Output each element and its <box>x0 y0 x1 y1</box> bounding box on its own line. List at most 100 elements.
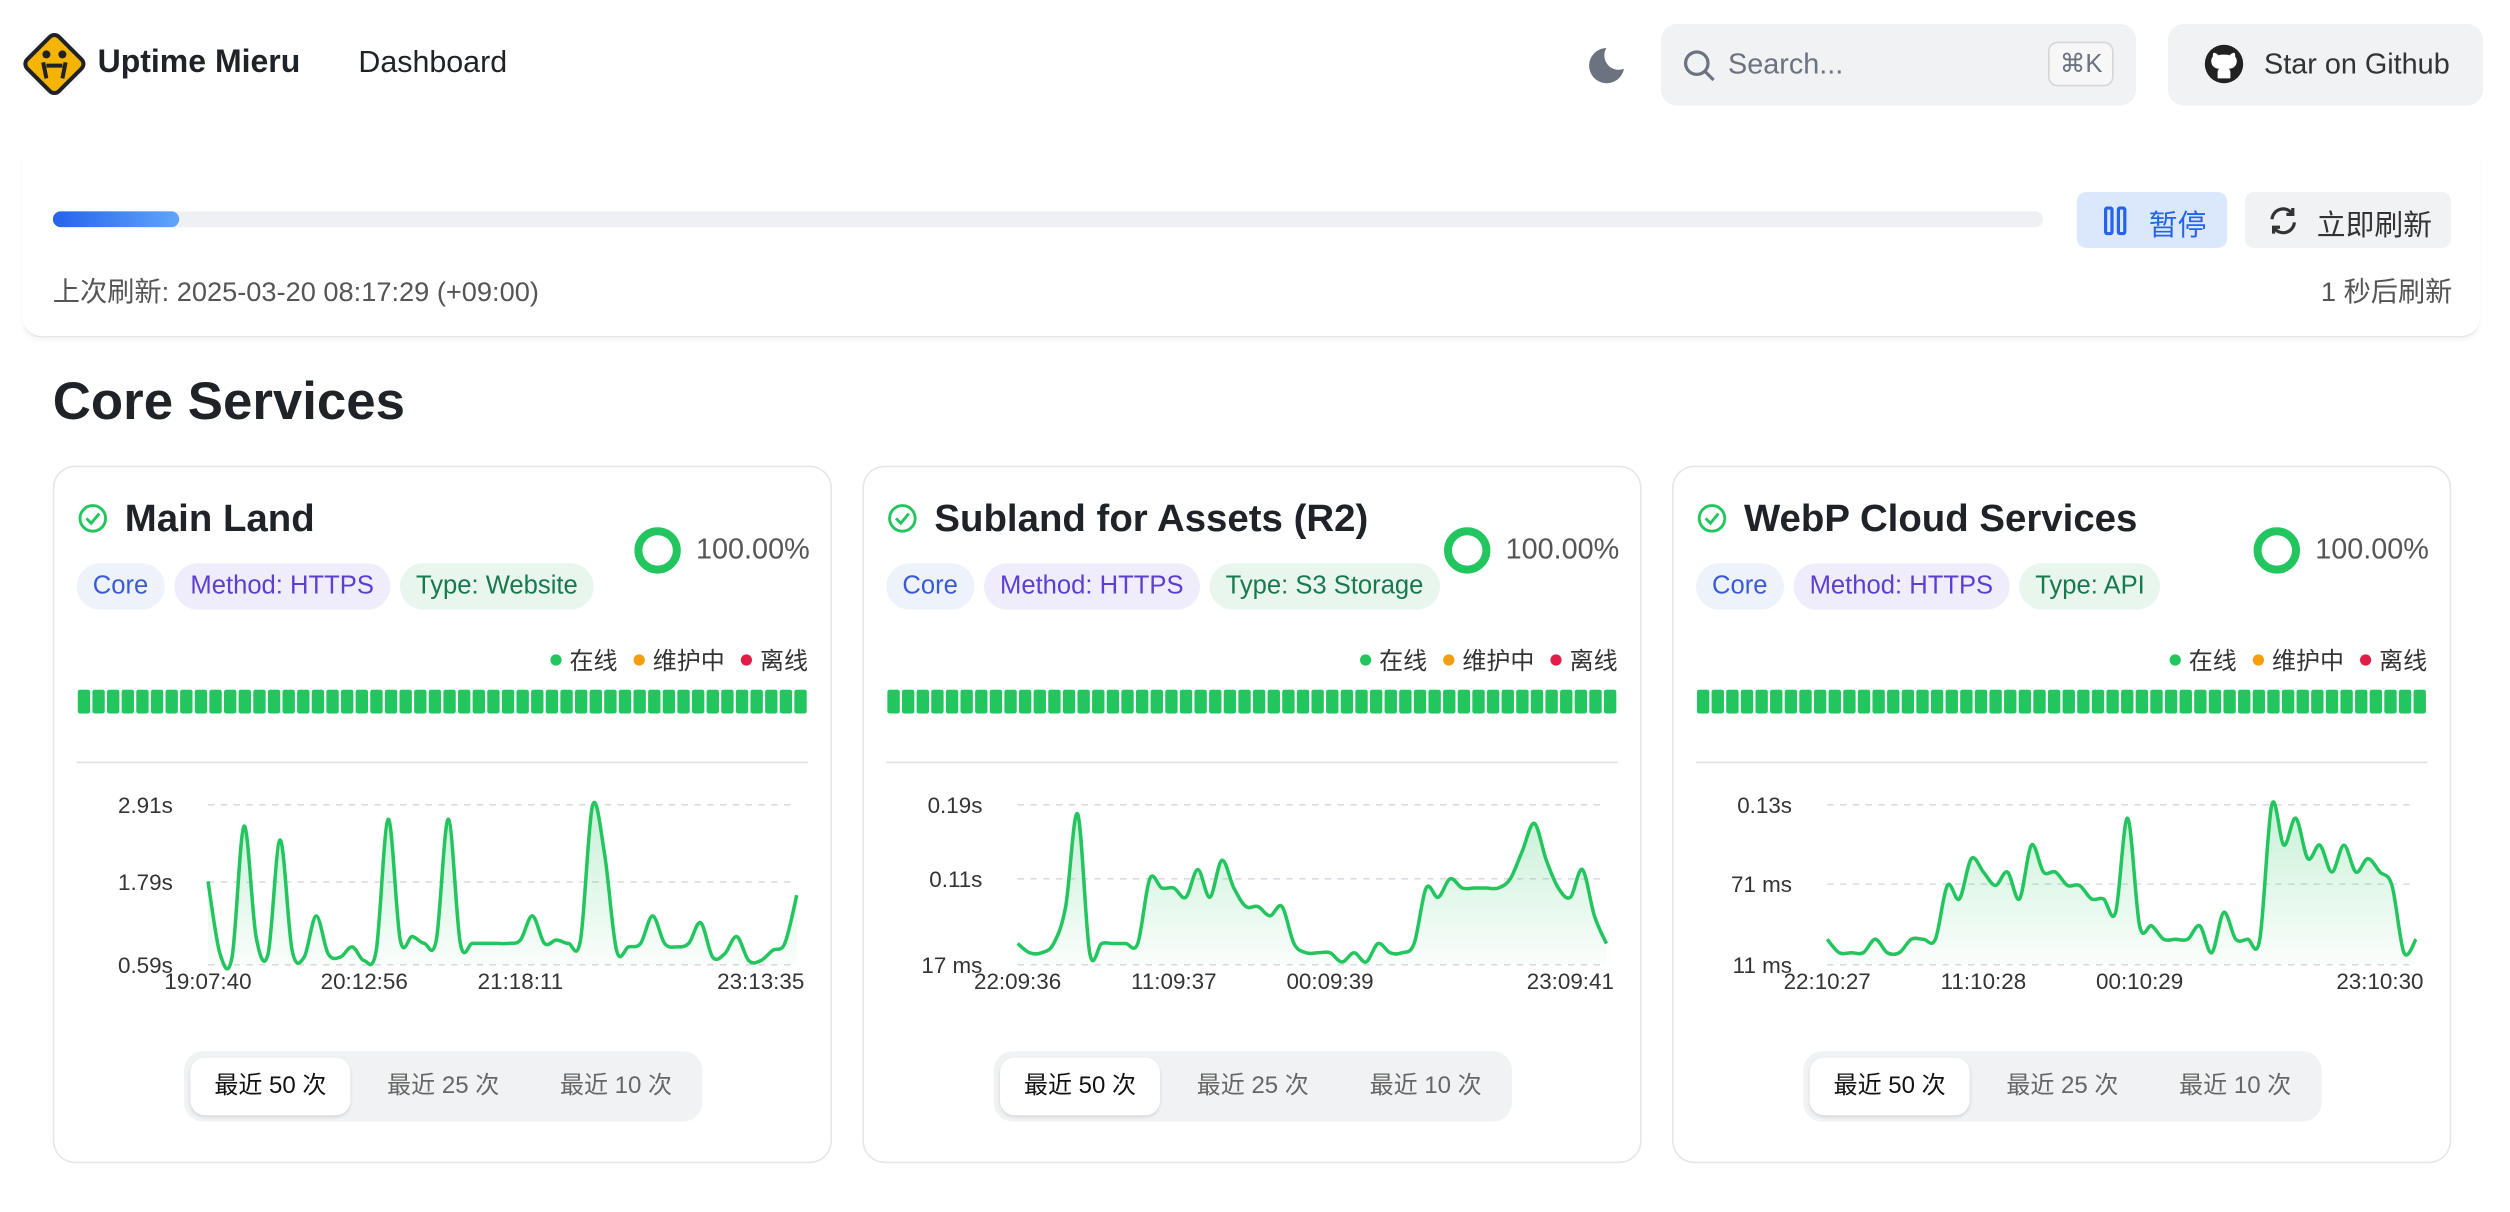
status-block <box>2413 689 2426 714</box>
status-block <box>1399 689 1412 714</box>
logo[interactable] <box>19 29 89 99</box>
status-block <box>1755 689 1768 714</box>
status-block <box>2018 689 2032 714</box>
status-block <box>1413 689 1427 714</box>
status-block <box>384 689 398 714</box>
status-block <box>1711 689 1724 714</box>
nav-link[interactable]: Dashboard <box>358 46 508 80</box>
status-block <box>1165 689 1178 714</box>
status-block <box>2179 689 2192 714</box>
icon-ring <box>78 504 108 533</box>
status-block <box>2369 689 2383 714</box>
range-tab[interactable]: 最近 50 次 <box>190 1057 351 1116</box>
legend-label: 维护中 <box>2271 648 2344 676</box>
status-block <box>691 689 705 714</box>
status-strip <box>887 689 1617 714</box>
status-block <box>1589 689 1602 714</box>
legend-item: 在线 <box>1359 643 1427 677</box>
status-block <box>501 689 515 714</box>
status-block <box>2267 689 2280 714</box>
status-block <box>2398 689 2412 714</box>
uptime-ring <box>1444 527 1491 574</box>
status-block <box>2281 689 2295 714</box>
tag: Method: HTTPS <box>984 563 1200 610</box>
status-block <box>1428 689 1441 714</box>
status-block <box>2004 689 2017 714</box>
status-block <box>960 689 973 714</box>
status-block <box>1916 689 1929 714</box>
status-block <box>414 689 427 714</box>
status-block <box>194 689 208 714</box>
uptime: 100.00% <box>1505 532 1620 565</box>
status-block <box>2238 689 2251 714</box>
github-label: Star on Github <box>2264 48 2450 80</box>
status-block <box>589 689 602 714</box>
status-block <box>574 689 588 714</box>
range-tab[interactable]: 最近 10 次 <box>1369 1072 1482 1100</box>
status-block <box>1799 689 1812 714</box>
status-block <box>1004 689 1017 714</box>
range-tab[interactable]: 最近 50 次 <box>1809 1057 1970 1116</box>
range-tab[interactable]: 最近 25 次 <box>2006 1072 2119 1100</box>
x-tick-label: 23:13:35 <box>717 969 804 994</box>
y-tick-label: 0.19s <box>928 793 983 818</box>
status-block <box>180 689 193 714</box>
status-block <box>2252 689 2266 714</box>
status-block <box>282 689 295 714</box>
card-title: WebP Cloud Services <box>1744 497 2138 541</box>
last-refresh: 上次刷新: 2025-03-20 08:17:29 (+09:00) <box>52 276 539 308</box>
status-block <box>1384 689 1397 714</box>
tag: Type: API <box>2019 563 2161 610</box>
status-block <box>794 689 807 714</box>
status-block <box>355 689 368 714</box>
status-block <box>1369 689 1383 714</box>
icon-check <box>894 512 910 526</box>
legend-label: 在线 <box>2188 648 2237 676</box>
tag: Type: S3 Storage <box>1209 563 1440 610</box>
status-block <box>931 689 944 714</box>
legend-dot <box>2252 654 2264 666</box>
search-placeholder: Search... <box>1728 48 1844 80</box>
legend-dot <box>1550 654 1562 666</box>
status-block <box>975 689 988 714</box>
service-card: Subland for Assets (R2) Core Method: HTTPS… <box>862 465 1642 1164</box>
status-block <box>1033 689 1046 714</box>
legend-item: 离线 <box>740 643 808 677</box>
ring <box>2253 527 2301 574</box>
range-tab[interactable]: 最近 10 次 <box>559 1072 673 1100</box>
status-block <box>1989 689 2002 714</box>
range-tab[interactable]: 最近 25 次 <box>387 1072 500 1100</box>
status-block <box>2164 689 2178 714</box>
y-tick-label: 11 ms <box>1733 953 1792 978</box>
status-block <box>1828 689 1841 714</box>
github-button[interactable]: Star on Github <box>2168 24 2484 106</box>
status-block <box>1077 689 1090 714</box>
range-tab[interactable]: 最近 10 次 <box>2179 1072 2292 1100</box>
status-block <box>92 689 105 714</box>
legend-dot <box>633 654 645 666</box>
status-block <box>238 689 252 714</box>
range-tab[interactable]: 最近 25 次 <box>1196 1072 1309 1100</box>
legend-item: 离线 <box>1550 643 1618 677</box>
status-block <box>1945 689 1958 714</box>
range-tab[interactable]: 最近 50 次 <box>1000 1057 1160 1116</box>
refresh-button[interactable]: 立即刷新 <box>2244 192 2452 248</box>
status-block <box>735 689 749 714</box>
theme-toggle[interactable] <box>1584 43 1629 88</box>
range-tabs: 最近 50 次 最近 25 次 最近 10 次 <box>184 1051 703 1122</box>
status-block <box>1901 689 1915 714</box>
pause-button[interactable]: 暂停 <box>2076 192 2228 248</box>
status-block <box>2062 689 2075 714</box>
legend-label: 维护中 <box>1462 648 1535 676</box>
status-block <box>1311 689 1324 714</box>
pause-icon <box>2104 206 2127 236</box>
search-box[interactable]: Search... ⌘K <box>1660 24 2136 106</box>
icon-check <box>85 512 101 526</box>
status-block <box>2033 689 2046 714</box>
status-block <box>750 689 763 714</box>
brand[interactable]: Uptime Mieru <box>97 44 301 80</box>
card-title: Main Land <box>124 497 315 541</box>
status-block <box>224 689 237 714</box>
